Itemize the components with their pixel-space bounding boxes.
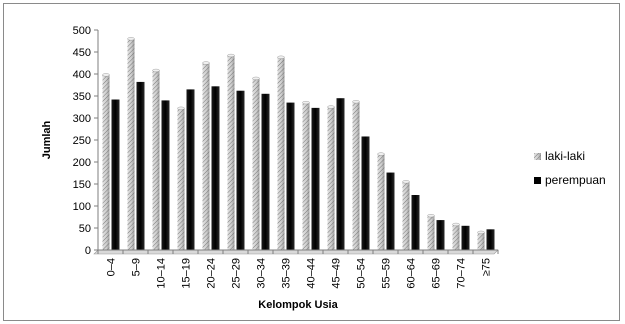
bar-laki-laki-hatch [253, 78, 260, 250]
bar-perempuan [337, 98, 345, 250]
bar-perempuan [112, 100, 120, 250]
y-tick-label: 500 [73, 25, 91, 37]
bar-laki-laki-hatch [103, 75, 110, 250]
legend-item-perempuan: perempuan [534, 173, 606, 187]
x-axis-title: Kelompok Usia [258, 299, 338, 311]
bar-laki-laki-top [178, 107, 185, 110]
y-tick-label: 300 [73, 113, 91, 125]
bar-perempuan [137, 82, 145, 250]
bar-perempuan [187, 89, 195, 250]
x-tick-label: 20–24 [206, 258, 218, 289]
bar-laki-laki-hatch [203, 63, 210, 250]
legend-label-laki-laki: laki-laki [545, 149, 585, 163]
bar-laki-laki-top [228, 54, 235, 57]
bar-perempuan [462, 226, 470, 250]
bars-group [103, 37, 495, 250]
y-tick-label: 50 [79, 223, 91, 235]
x-tick-label: 45–49 [331, 258, 343, 289]
bar-perempuan [487, 229, 495, 250]
legend-swatch-laki-laki-hatch [534, 153, 541, 160]
bar-laki-laki-hatch [478, 232, 485, 250]
bar-laki-laki-hatch [303, 103, 310, 250]
bar-perempuan [287, 103, 295, 250]
bar-perempuan [237, 91, 245, 250]
y-tick-label: 450 [73, 47, 91, 59]
bar-laki-laki-hatch [353, 102, 360, 250]
y-tick-label: 100 [73, 201, 91, 213]
legend-label-perempuan: perempuan [545, 173, 606, 187]
x-tick-label: 10–14 [156, 258, 168, 289]
legend: laki-laki perempuan [534, 149, 606, 187]
bar-perempuan [437, 220, 445, 250]
bar-laki-laki-top [403, 180, 410, 183]
x-tick-label: 70–74 [456, 258, 468, 289]
bar-laki-laki-top [278, 56, 285, 59]
bar-laki-laki-hatch [128, 39, 135, 250]
y-tick-label: 400 [73, 69, 91, 81]
bar-laki-laki-hatch [278, 57, 285, 250]
bar-perempuan [312, 108, 320, 250]
x-tick-label: 0–4 [106, 258, 118, 276]
bar-laki-laki-hatch [428, 216, 435, 250]
x-tick-labels: 0–4 5–9 10–14 15–19 20–24 25–29 30–34 35–39 40–4… [106, 258, 493, 289]
y-tick-label: 350 [73, 91, 91, 103]
x-tick-label: 50–54 [356, 258, 368, 289]
bar-perempuan [387, 173, 395, 250]
x-tick-label: 15–19 [181, 258, 193, 289]
bar-perempuan [212, 86, 220, 250]
plot-floor-plane [94, 250, 498, 254]
x-tick-label: 60–64 [406, 258, 418, 289]
plot-floor [94, 250, 498, 254]
bar-perempuan [412, 195, 420, 250]
x-tick-label: 65–69 [431, 258, 443, 289]
bar-laki-laki-top [103, 73, 110, 76]
y-axis-title: Jumlah [41, 120, 53, 159]
x-tick-label: ≥75 [481, 258, 493, 276]
x-tick-label: 55–59 [381, 258, 393, 289]
x-tick-label: 35–39 [281, 258, 293, 289]
bar-laki-laki-top [378, 153, 385, 156]
y-tick-label: 0 [85, 245, 91, 257]
bar-laki-laki-top [353, 100, 360, 103]
bar-laki-laki-hatch [378, 154, 385, 250]
bar-laki-laki-top [478, 231, 485, 234]
x-tick-label: 40–44 [306, 258, 318, 289]
legend-swatch-perempuan [534, 177, 541, 184]
bar-laki-laki-top [203, 62, 210, 65]
x-tick-label: 30–34 [256, 258, 268, 289]
bar-laki-laki-hatch [403, 182, 410, 250]
bar-laki-laki-top [153, 69, 160, 72]
bar-laki-laki-hatch [228, 56, 235, 250]
bar-perempuan [162, 100, 170, 250]
bar-laki-laki-top [328, 106, 335, 109]
bar-laki-laki-top [453, 223, 460, 226]
y-tick-label: 200 [73, 157, 91, 169]
x-tick-label: 5–9 [131, 258, 143, 276]
y-tick-label: 150 [73, 179, 91, 191]
y-tick-labels: 0 50 100 150 200 250 300 350 400 450 500 [73, 25, 91, 257]
bar-laki-laki-hatch [178, 108, 185, 250]
y-tick-label: 250 [73, 135, 91, 147]
bar-perempuan [362, 136, 370, 250]
bar-laki-laki-top [253, 77, 260, 80]
bar-laki-laki-hatch [153, 70, 160, 250]
bar-laki-laki-hatch [453, 224, 460, 250]
x-tick-label: 25–29 [231, 258, 243, 289]
bar-laki-laki-top [303, 101, 310, 104]
legend-item-laki-laki: laki-laki [534, 149, 585, 163]
bar-laki-laki-top [128, 37, 135, 40]
bar-laki-laki-hatch [328, 107, 335, 250]
bar-laki-laki-top [428, 214, 435, 217]
bar-perempuan [262, 94, 270, 250]
